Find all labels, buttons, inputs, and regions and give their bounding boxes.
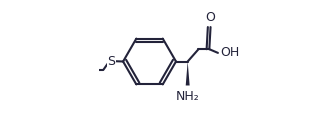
- Polygon shape: [186, 62, 190, 85]
- Text: OH: OH: [220, 46, 240, 59]
- Text: NH₂: NH₂: [176, 90, 200, 103]
- Text: S: S: [108, 55, 116, 68]
- Text: O: O: [206, 11, 215, 24]
